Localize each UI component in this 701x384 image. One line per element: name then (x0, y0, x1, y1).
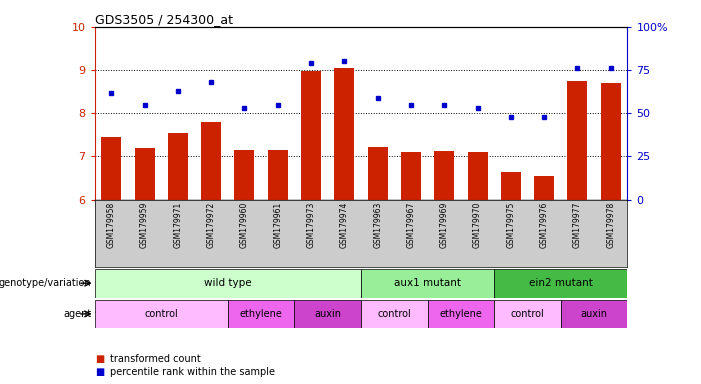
Bar (601, 83, 620, 200)
Text: ethylene: ethylene (240, 309, 283, 319)
Text: control: control (144, 309, 178, 319)
Bar (401, 152, 421, 200)
Text: GSM179971: GSM179971 (173, 202, 182, 248)
Text: GSM179959: GSM179959 (140, 202, 149, 248)
Text: GSM179958: GSM179958 (107, 202, 116, 248)
Bar (95, 300, 228, 328)
Text: wild type: wild type (204, 278, 252, 288)
Text: transformed count: transformed count (110, 354, 200, 364)
Bar (294, 300, 361, 328)
Bar (361, 300, 428, 328)
Bar (135, 148, 154, 200)
Bar (361, 269, 494, 298)
Bar (201, 122, 222, 200)
Text: GSM179967: GSM179967 (407, 202, 416, 248)
Text: GDS3505 / 254300_at: GDS3505 / 254300_at (95, 13, 233, 26)
Bar (234, 150, 254, 200)
Text: ethylene: ethylene (440, 309, 482, 319)
Text: GSM179975: GSM179975 (506, 202, 515, 248)
Text: genotype/variation: genotype/variation (0, 278, 91, 288)
Text: control: control (377, 309, 411, 319)
Bar (567, 81, 587, 200)
Text: GSM179960: GSM179960 (240, 202, 249, 248)
Text: GSM179973: GSM179973 (306, 202, 315, 248)
Text: GSM179974: GSM179974 (340, 202, 349, 248)
Bar (561, 300, 627, 328)
Text: ■: ■ (95, 354, 104, 364)
Text: GSM179970: GSM179970 (473, 202, 482, 248)
Bar (494, 269, 627, 298)
Text: auxin: auxin (580, 309, 608, 319)
Text: GSM179972: GSM179972 (207, 202, 216, 248)
Bar (501, 172, 521, 200)
Bar (428, 300, 494, 328)
Text: GSM179978: GSM179978 (606, 202, 615, 248)
Bar (95, 269, 361, 298)
Text: GSM179969: GSM179969 (440, 202, 449, 248)
Text: GSM179961: GSM179961 (273, 202, 283, 248)
Bar (301, 71, 321, 200)
Bar (334, 68, 355, 200)
Text: ein2 mutant: ein2 mutant (529, 278, 593, 288)
Bar (494, 300, 561, 328)
Text: GSM179976: GSM179976 (540, 202, 549, 248)
Bar (368, 147, 388, 200)
Text: agent: agent (63, 309, 91, 319)
Bar (228, 300, 294, 328)
Text: GSM179963: GSM179963 (373, 202, 382, 248)
Text: control: control (510, 309, 545, 319)
Bar (101, 137, 121, 200)
Text: percentile rank within the sample: percentile rank within the sample (110, 367, 275, 377)
Bar (534, 176, 554, 200)
Bar (168, 133, 188, 200)
Bar (268, 150, 288, 200)
Bar (435, 151, 454, 200)
Bar (468, 152, 487, 200)
Text: aux1 mutant: aux1 mutant (394, 278, 461, 288)
Text: auxin: auxin (314, 309, 341, 319)
Text: ■: ■ (95, 367, 104, 377)
Text: GSM179977: GSM179977 (573, 202, 582, 248)
